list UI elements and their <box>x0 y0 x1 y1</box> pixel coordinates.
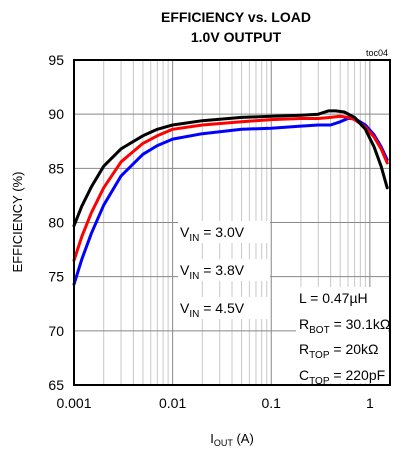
x-tick-label: 0.001 <box>56 395 91 411</box>
annotation-background <box>296 287 388 383</box>
parameter-annotation: RTOP = 20kΩ <box>299 341 379 361</box>
parameter-annotation: RBOT = 30.1kΩ <box>299 316 390 336</box>
y-tick-label: 65 <box>48 377 64 393</box>
y-tick-label: 70 <box>48 323 64 339</box>
figure-id: toc04 <box>366 48 388 58</box>
parameter-annotations: L = 0.47µH RBOT = 30.1kΩ RTOP = 20kΩ CTOP =… <box>296 287 390 387</box>
series-label-background <box>178 297 270 319</box>
series-label-background <box>178 221 270 243</box>
series-label: VIN = 3.8V <box>180 262 245 282</box>
x-tick-label: 0.1 <box>262 395 282 411</box>
parameter-annotation: L = 0.47µH <box>299 290 368 306</box>
parameter-annotation: CTOP = 220pF <box>299 367 385 387</box>
chart-title-line-2: 1.0V OUTPUT <box>191 29 282 45</box>
series-label: VIN = 3.0V <box>180 224 245 244</box>
plot-series <box>72 109 389 286</box>
x-tick-label: 0.01 <box>159 395 186 411</box>
series-line-3-0v <box>72 109 389 228</box>
y-tick-label: 90 <box>48 106 64 122</box>
x-axis-label: IOUT (A) <box>210 431 254 448</box>
series-label-background <box>178 259 270 281</box>
plot-frame <box>73 59 391 386</box>
chart-title-line-1: EFFICIENCY vs. LOAD <box>161 9 311 25</box>
axis-ticks: 0.001 0.01 0.1 1 65 70 75 80 85 90 95 <box>48 52 374 411</box>
x-tick-label: 1 <box>366 395 374 411</box>
y-tick-label: 75 <box>48 269 64 285</box>
series-label: VIN = 4.5V <box>180 300 245 320</box>
y-tick-label: 95 <box>48 52 64 68</box>
y-axis-label: EFFICIENCY (%) <box>10 172 25 273</box>
y-tick-label: 80 <box>48 215 64 231</box>
series-labels: VIN = 3.0V VIN = 3.8V VIN = 4.5V <box>178 221 270 320</box>
y-tick-label: 85 <box>48 160 64 176</box>
